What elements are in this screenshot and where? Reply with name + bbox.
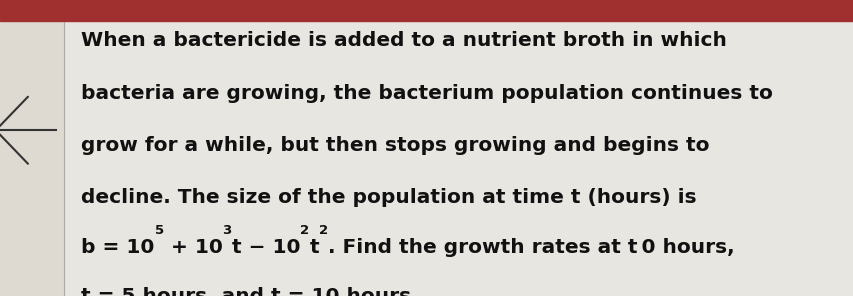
Text: 3: 3 xyxy=(223,224,231,237)
Text: + 10: + 10 xyxy=(164,238,223,257)
Text: t: t xyxy=(309,238,319,257)
Text: 2: 2 xyxy=(319,224,328,237)
Text: 2: 2 xyxy=(300,224,309,237)
Text: bacteria are growing, the bacterium population continues to: bacteria are growing, the bacterium popu… xyxy=(81,84,772,103)
Text: grow for a while, but then stops growing and begins to: grow for a while, but then stops growing… xyxy=(81,136,709,155)
Text: b = 10: b = 10 xyxy=(81,238,154,257)
Text: . Find the growth rates at t 0 hours,: . Find the growth rates at t 0 hours, xyxy=(328,238,734,257)
Text: 5: 5 xyxy=(154,224,164,237)
Bar xyxy=(0,0,853,21)
Text: decline. The size of the population at time t (hours) is: decline. The size of the population at t… xyxy=(81,188,696,207)
Text: t = 5 hours, and t = 10 hours.: t = 5 hours, and t = 10 hours. xyxy=(81,287,418,296)
Text: t − 10: t − 10 xyxy=(231,238,300,257)
Bar xyxy=(0,21,64,296)
Text: When a bactericide is added to a nutrient broth in which: When a bactericide is added to a nutrien… xyxy=(81,31,726,50)
